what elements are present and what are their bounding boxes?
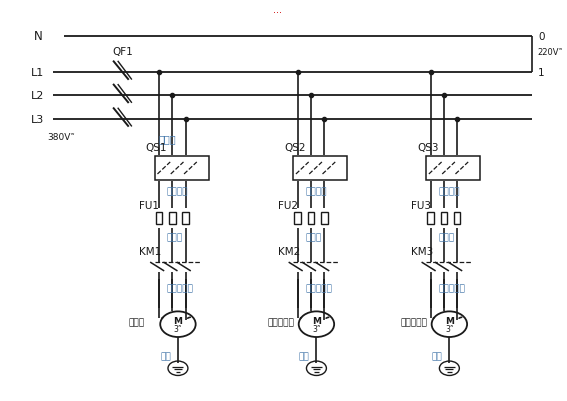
Bar — [155, 156, 209, 180]
Text: 1: 1 — [538, 68, 545, 78]
Text: KM3: KM3 — [411, 247, 433, 257]
Text: FU3: FU3 — [411, 201, 430, 211]
Bar — [156, 213, 162, 224]
Text: N: N — [34, 30, 43, 43]
Text: FU2: FU2 — [278, 201, 298, 211]
Text: M: M — [174, 316, 183, 325]
Text: 0: 0 — [538, 32, 544, 42]
Text: 220V˜: 220V˜ — [537, 48, 562, 57]
Text: M: M — [445, 316, 454, 325]
Text: 接地: 接地 — [160, 352, 171, 361]
Bar — [183, 213, 189, 224]
Text: 主电机: 主电机 — [129, 318, 145, 327]
Bar — [454, 213, 460, 224]
Text: 交流接触器: 交流接触器 — [438, 284, 465, 293]
Text: 3˜: 3˜ — [445, 324, 454, 333]
Bar — [426, 156, 480, 180]
Text: 熟断器: 熟断器 — [306, 233, 321, 242]
Text: 冷却泵电机: 冷却泵电机 — [400, 318, 427, 327]
Bar — [293, 156, 348, 180]
Text: KM1: KM1 — [139, 247, 162, 257]
Text: 3˜: 3˜ — [174, 324, 183, 333]
Bar — [441, 213, 447, 224]
Text: L3: L3 — [31, 114, 44, 124]
Text: 隔离开关: 隔离开关 — [438, 187, 460, 196]
Text: 交流接触器: 交流接触器 — [167, 284, 194, 293]
Bar — [307, 213, 314, 224]
Bar — [321, 213, 328, 224]
Text: 交流接触器: 交流接触器 — [306, 284, 332, 293]
Text: L1: L1 — [31, 68, 44, 78]
Text: 隔离开关: 隔离开关 — [167, 187, 188, 196]
Text: 断路器: 断路器 — [158, 134, 176, 144]
Text: QF1: QF1 — [112, 47, 133, 57]
Text: L2: L2 — [31, 91, 45, 101]
Text: FU1: FU1 — [139, 201, 159, 211]
Text: ···: ··· — [273, 8, 282, 18]
Text: 工作台电机: 工作台电机 — [267, 318, 294, 327]
Text: QS2: QS2 — [284, 143, 306, 153]
Text: 3˜: 3˜ — [312, 324, 321, 333]
Text: 接地: 接地 — [299, 352, 310, 361]
Bar — [427, 213, 434, 224]
Text: KM2: KM2 — [278, 247, 300, 257]
Bar — [169, 213, 176, 224]
Text: 熟断器: 熟断器 — [438, 233, 454, 242]
Text: 380V˜: 380V˜ — [48, 133, 75, 142]
Text: QS1: QS1 — [146, 143, 167, 153]
Bar — [294, 213, 301, 224]
Text: 隔离开关: 隔离开关 — [306, 187, 327, 196]
Text: 接地: 接地 — [431, 352, 442, 361]
Text: 熟断器: 熟断器 — [167, 233, 183, 242]
Text: QS3: QS3 — [417, 143, 439, 153]
Text: M: M — [312, 316, 321, 325]
